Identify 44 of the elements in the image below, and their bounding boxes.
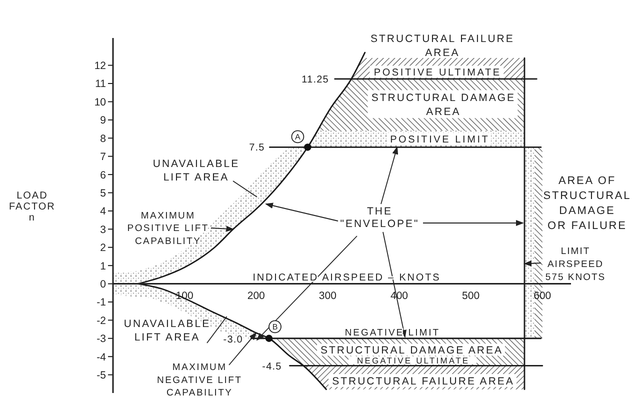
y-tick-label: 2	[100, 242, 106, 254]
annotation: UNAVAILABLE LIFT AREA	[152, 158, 240, 184]
y-tick-label: 3	[100, 224, 106, 236]
y-tick-label: -2	[96, 314, 106, 327]
y-tick-label: 8	[100, 132, 106, 145]
annotation: STRUCTURAL DAMAGE AREA	[371, 92, 516, 118]
y-tick-label: 4	[100, 206, 106, 218]
y-axis-title: LOAD FACTOR n	[9, 190, 56, 224]
annotation: STRUCTURAL DAMAGE AREA	[320, 344, 504, 356]
x-axis-title: INDICATED AIRSPEED – KNOTS	[252, 272, 441, 284]
y-tick-label: 1	[100, 260, 106, 272]
annotation: STRUCTURAL FAILURE AREA	[332, 375, 514, 388]
y-tick-label: -4	[96, 351, 106, 364]
annotation: POSITIVE ULTIMATE	[374, 67, 502, 78]
annotation: NEGATIVE LIMIT	[344, 327, 440, 338]
annotation: UNAVAILABLE LIFT AREA	[124, 318, 211, 344]
y-tick-label: -5	[96, 370, 106, 382]
annotation: LIMIT AIRSPEED 575 KNOTS	[545, 246, 606, 284]
annotation: POSITIVE LIMIT	[390, 134, 490, 146]
y-tick-label: 0	[100, 278, 106, 290]
annotation: MAXIMUM NEGATIVE LIFT CAPABILITY	[157, 362, 242, 399]
annotation: -4.5	[262, 362, 282, 373]
annotation: MAXIMUM POSITIVE LIFT CAPABILITY	[127, 210, 209, 247]
y-tick-label: 11	[95, 78, 106, 90]
annotation: THE "ENVELOPE"	[340, 205, 420, 230]
y-tick-label: 10	[94, 96, 106, 108]
x-tick-label: 500	[462, 290, 480, 302]
annotation: STRUCTURAL FAILURE AREA	[370, 33, 514, 60]
annotation: 7.5	[249, 142, 265, 154]
y-tick-label: 12	[94, 60, 106, 72]
x-tick-label: 200	[247, 290, 266, 302]
y-tick-label: 7	[100, 151, 106, 164]
y-tick-label: 6	[100, 169, 106, 182]
x-tick-label: 300	[318, 290, 337, 302]
annotation: 11.25	[302, 74, 329, 86]
y-tick-label: -1	[96, 296, 106, 309]
y-tick-label: 5	[100, 187, 106, 200]
y-tick-label: 9	[100, 114, 106, 127]
y-tick-label: -3	[96, 333, 106, 346]
annotation: AREA OF STRUCTURAL DAMAGE OR FAILURE	[543, 174, 632, 232]
annotation: A	[295, 132, 302, 142]
annotation: -3.0	[223, 334, 243, 346]
annotation: B	[272, 322, 278, 332]
annotation: NEGATIVE ULTIMATE	[356, 355, 470, 366]
